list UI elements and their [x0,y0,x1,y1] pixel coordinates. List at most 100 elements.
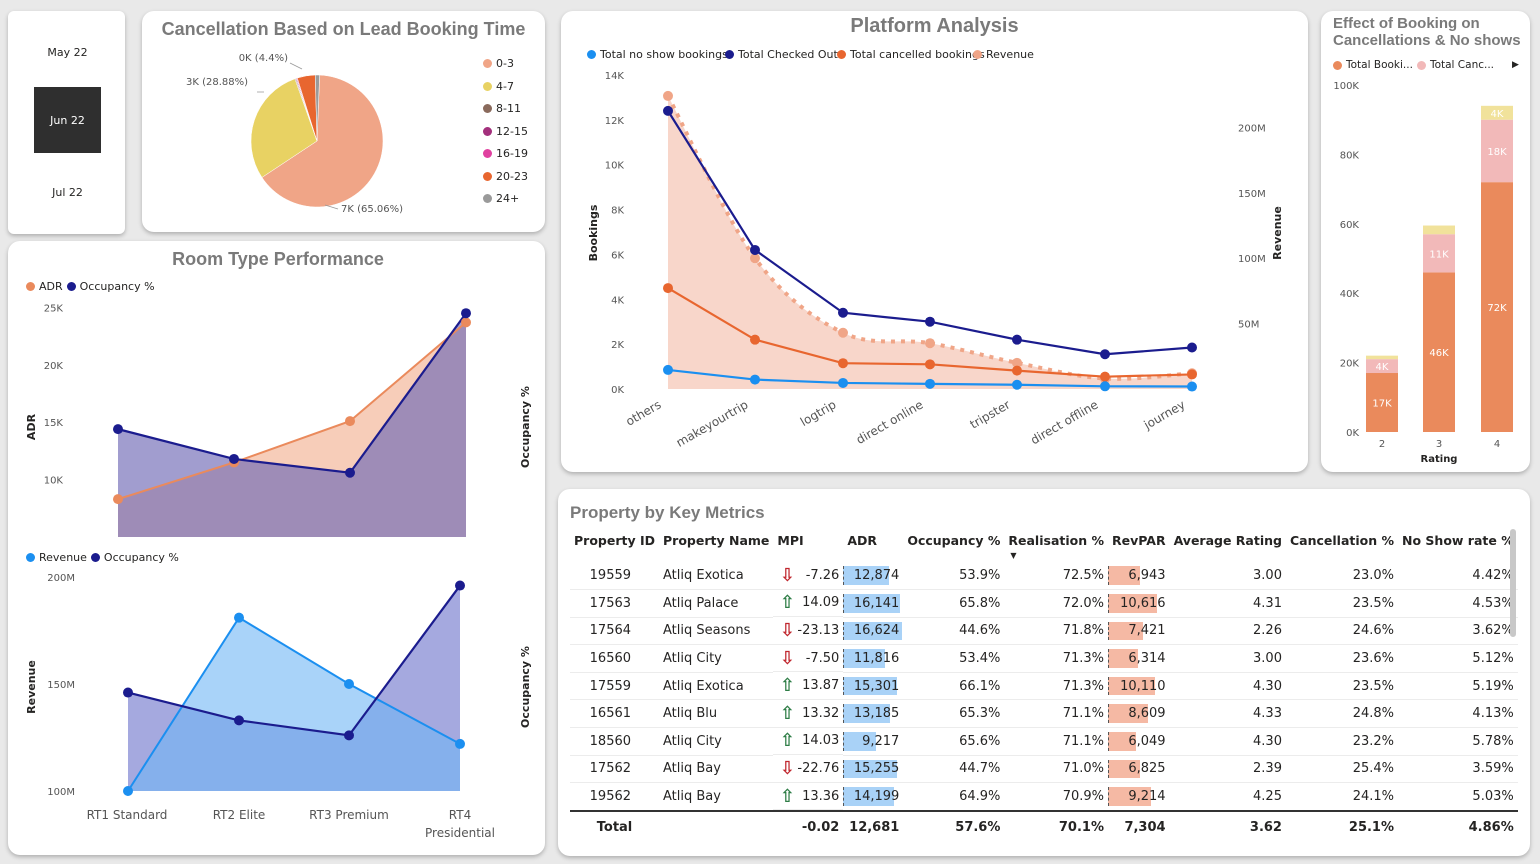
table-scrollbar[interactable] [1510,529,1516,637]
pie-slice-4-7[interactable] [250,78,318,178]
series-point[interactable] [1187,369,1197,380]
col-property-name[interactable]: Property Name [663,533,770,548]
stacked-bar-segment[interactable] [1481,182,1513,432]
table-row[interactable]: 16560 Atliq City ⇩ -7.50 11,816 53.4% 71.… [570,644,1518,673]
series-point[interactable] [925,359,935,370]
occupancy-point-2[interactable] [455,580,465,591]
table-row[interactable]: 17562 Atliq Bay ⇩ -22.76 15,255 44.7% 71.… [570,755,1518,784]
pie-legend-item[interactable]: 4-7 [483,80,514,93]
series-point[interactable] [838,358,848,369]
series-point[interactable] [1012,365,1022,376]
platform-legend-item[interactable]: Revenue [973,48,1034,61]
stacked-bar-segment[interactable] [1423,225,1455,235]
platform-legend-item[interactable]: Total Checked Out [725,48,838,61]
revenue-point-2[interactable] [455,738,465,749]
series-point[interactable] [1100,381,1110,392]
occupancy-point-2[interactable] [234,715,244,726]
revenue-point[interactable] [750,253,760,264]
series-point[interactable] [1100,371,1110,382]
stacked-bar-segment[interactable] [1366,373,1398,432]
series-point[interactable] [925,316,935,327]
adr-value: 11,816 [853,651,900,667]
series-point[interactable] [838,307,848,318]
col-average-rating[interactable]: Average Rating [1173,533,1282,548]
series-point[interactable] [1012,379,1022,390]
revenue-point-2[interactable] [234,612,244,623]
adr-point[interactable] [345,416,355,427]
revenue-point[interactable] [1012,357,1022,368]
pie-legend-item[interactable]: 16-19 [483,147,528,160]
total-adr: 12,681 [843,810,904,843]
table-row[interactable]: 17563 Atliq Palace ⇧ 14.09 16,141 65.8% 7… [570,589,1518,618]
series-point[interactable] [750,334,760,345]
pie-legend-item[interactable]: 12-15 [483,125,528,138]
col-property-id[interactable]: Property ID [574,533,656,548]
platform-legend-item[interactable]: Total no show bookings [587,48,728,61]
series-point[interactable] [1187,381,1197,392]
revenue-point-2[interactable] [344,679,354,689]
pie-legend-item[interactable]: 24+ [483,192,519,205]
cell-adr: 9,217 [843,727,904,756]
col-realisation[interactable]: Realisation % ▼ [1004,527,1108,562]
series-point[interactable] [750,244,760,255]
col-occupancy[interactable]: Occupancy % [907,533,1001,548]
revenue-point-2[interactable] [123,786,133,796]
col-no-show[interactable]: No Show rate % [1402,533,1514,548]
occupancy-point-2[interactable] [344,730,354,741]
series-point[interactable] [925,378,935,389]
adr-point[interactable] [461,317,471,328]
cell-cancellation: 24.6% [1285,617,1399,646]
legend-next-icon[interactable]: ▶ [1512,60,1519,70]
table-row[interactable]: 17564 Atliq Seasons ⇩ -23.13 16,624 44.6%… [570,617,1518,646]
series-point[interactable] [663,283,673,294]
slicer-item-may[interactable]: May 22 [47,45,88,59]
occupancy-point[interactable] [345,467,355,478]
revenue-point[interactable] [925,338,935,349]
stacked-bar-segment[interactable] [1481,119,1513,183]
series-point[interactable] [838,377,848,388]
series-point[interactable] [663,105,673,116]
col-revpar[interactable]: RevPAR [1108,527,1170,562]
occupancy-point[interactable] [229,453,239,464]
table-row[interactable]: 16561 Atliq Blu ⇧ 13.32 13,185 65.3% 71.1… [570,699,1518,729]
series-point[interactable] [1012,334,1022,345]
cell-no-show: 5.03% [1398,782,1518,812]
pie-slice-0-3[interactable] [261,74,384,208]
adr-point[interactable] [113,494,123,505]
occupancy-point[interactable] [113,424,123,435]
stacked-bar-segment[interactable] [1366,359,1398,374]
cell-realisation: 70.9% [1004,782,1108,812]
col-mpi[interactable]: MPI [777,533,804,548]
occupancy-point[interactable] [461,308,471,319]
stacked-bar-segment[interactable] [1481,105,1513,120]
pie-legend-item[interactable]: 8-11 [483,102,521,115]
cell-property-name: Atliq Exotica [659,672,774,701]
room-bottom-y-tick: 150M [47,680,75,691]
slicer-item-jul[interactable]: Jul 22 [52,185,83,199]
table-row[interactable]: 18560 Atliq City ⇧ 14.03 9,217 65.6% 71.1… [570,727,1518,756]
series-point[interactable] [663,364,673,375]
table-row[interactable]: 17559 Atliq Exotica ⇧ 13.87 15,301 66.1% … [570,672,1518,701]
sort-desc-icon[interactable]: ▼ [1010,551,1017,560]
platform-legend-item[interactable]: Total cancelled bookings [837,48,985,61]
table-row[interactable]: 19562 Atliq Bay ⇧ 13.36 14,199 64.9% 70.9… [570,782,1518,812]
occupancy-point-2[interactable] [123,687,133,698]
stacked-bar-segment[interactable] [1366,355,1398,360]
series-point[interactable] [1100,349,1110,360]
revenue-point[interactable] [663,90,673,101]
table-row[interactable]: 19559 Atliq Exotica ⇩ -7.26 12,874 53.9% … [570,562,1518,591]
slicer-item-jun[interactable]: Jun 22 [34,87,101,153]
stacked-bar-segment[interactable] [1423,272,1455,432]
cell-no-show: 3.62% [1398,617,1518,646]
pie-legend-item[interactable]: 20-23 [483,170,528,183]
pie-slice-24+[interactable] [314,74,320,142]
cell-revpar: 6,943 [1108,562,1170,591]
revpar-value: 7,421 [1128,623,1166,639]
revenue-point[interactable] [838,327,848,338]
col-cancellation[interactable]: Cancellation % [1289,533,1395,548]
series-point[interactable] [1187,342,1197,353]
col-adr[interactable]: ADR [843,527,903,562]
series-point[interactable] [750,374,760,385]
stacked-bar-segment[interactable] [1423,234,1455,273]
pie-legend-item[interactable]: 0-3 [483,57,514,70]
